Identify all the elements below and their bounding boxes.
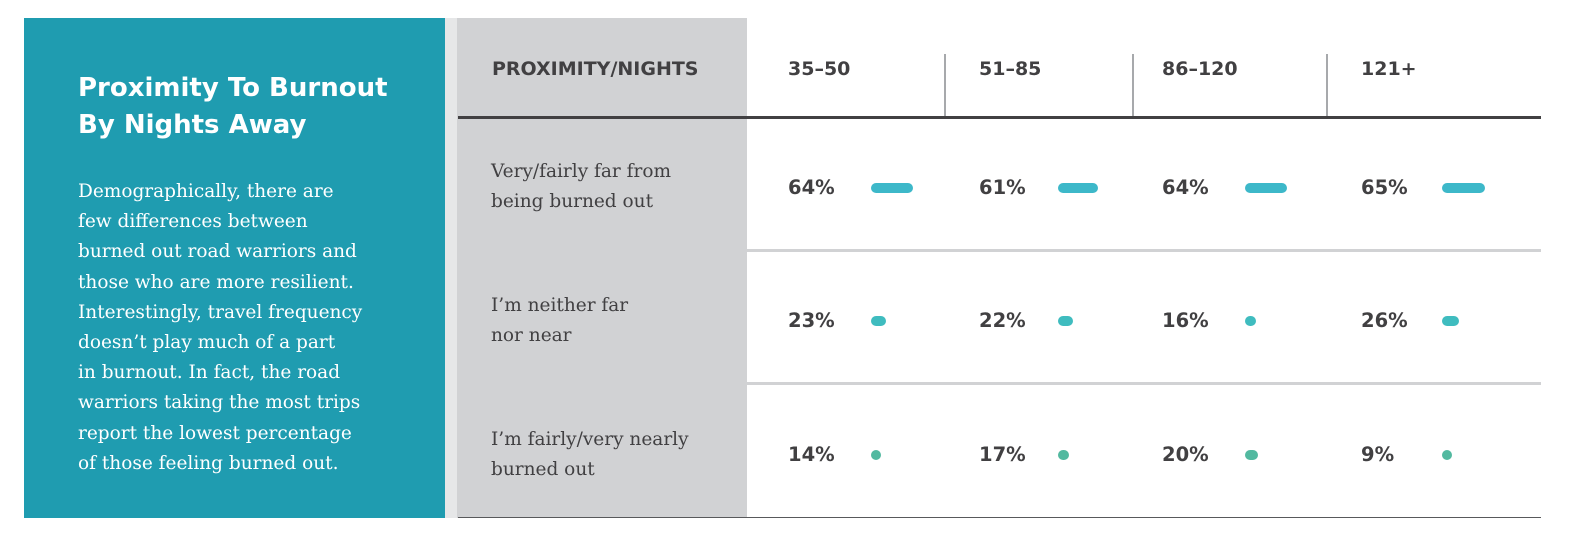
value-label: 26% [1361,309,1408,332]
header-separator [1326,54,1328,117]
panel-line: warriors taking the most trips [78,392,361,414]
value-label: 64% [788,176,835,199]
header-separator [1132,54,1134,117]
value-label: 22% [979,309,1026,332]
column-header-86-120: 86–120 [1162,58,1238,80]
panel-line: in burnout. In fact, the road [78,362,341,384]
value-bar [1058,316,1073,326]
row-label-line: I’m neither far [491,295,629,316]
column-header-51-85: 51–85 [979,58,1042,80]
value-label: 20% [1162,443,1209,466]
value-bar [1442,316,1459,326]
value-bar [1058,450,1069,460]
row-label-line: I’m fairly/very nearly [491,429,689,450]
value-bar [1442,450,1452,460]
value-label: 17% [979,443,1026,466]
row-header: PROXIMITY/NIGHTS [492,58,699,80]
table-bottom-rule [458,517,1541,518]
summary-panel: Proximity To Burnout By Nights Away Demo… [24,18,445,518]
row-label-line: burned out [491,459,595,480]
value-bar [871,316,886,326]
header-separator [944,54,946,117]
column-header-121-plus: 121+ [1361,58,1417,80]
value-label: 64% [1162,176,1209,199]
panel-title: Proximity To Burnout By Nights Away [78,70,405,144]
panel-line: Demographically, there are [78,181,334,202]
header-rule [458,116,1541,119]
row-label-line: nor near [491,325,572,346]
row-label-far: Very/fairly far from being burned out [491,157,671,217]
value-bar [1442,183,1485,193]
panel-line: doesn’t play much of a part [78,332,336,354]
value-label: 9% [1361,443,1395,466]
value-label: 23% [788,309,835,332]
panel-line: Interestingly, travel frequency [78,301,363,323]
row-divider [458,382,1541,385]
row-label-line: Very/fairly far from [491,161,671,182]
panel-line: few differences between [78,211,308,233]
panel-line: of those feeling burned out. [78,452,339,474]
row-divider [458,249,1541,252]
panel-title-line-2: By Nights Away [78,110,307,140]
value-label: 14% [788,443,835,466]
value-bar [1245,316,1256,326]
panel-line: those who are more resilient. [78,271,354,293]
value-label: 65% [1361,176,1408,199]
panel-line: burned out road warriors and [78,241,357,263]
value-bar [1245,450,1258,460]
value-bar [1058,183,1098,193]
panel-line: report the lowest percentage [78,422,352,444]
value-bar [1245,183,1287,193]
row-label-column [457,18,747,518]
panel-description: Demographically, there are few differenc… [78,177,405,479]
panel-divider [445,18,457,518]
row-label-line: being burned out [491,191,654,212]
value-label: 16% [1162,309,1209,332]
panel-title-line-1: Proximity To Burnout [78,73,388,103]
value-bar [871,450,881,460]
row-label-near: I’m fairly/very nearly burned out [491,425,689,485]
value-bar [871,183,913,193]
column-header-35-50: 35–50 [788,58,851,80]
row-label-neither: I’m neither far nor near [491,291,628,351]
value-label: 61% [979,176,1026,199]
